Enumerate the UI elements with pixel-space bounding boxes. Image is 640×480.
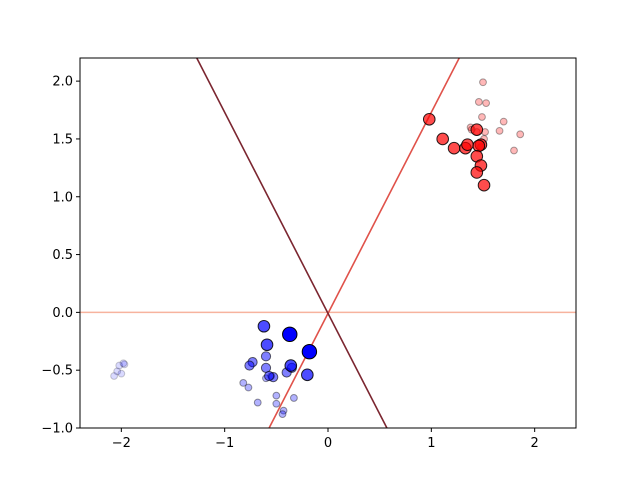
point-s2-4 [110,372,118,380]
point-s0-0 [479,78,487,87]
y-tick-label: 0.0 [52,306,73,321]
point-s0-4 [499,117,508,126]
x-tick-label: −2 [112,436,131,451]
point-s3-2 [253,398,262,407]
point-s0-12 [510,146,518,155]
point-s2-2 [113,367,122,376]
point-s2-3 [117,369,126,378]
point-s2-1 [120,360,129,369]
point-s6-1 [301,343,318,360]
point-s3-7 [290,394,298,402]
point-s0-2 [482,99,491,107]
point-s3-6 [278,410,287,419]
point-s1-2 [447,141,461,155]
point-s0-6 [495,126,504,135]
point-s1-10 [470,166,484,179]
point-s6-0 [282,326,298,343]
y-axis: −1.0 −0.5 0.0 0.5 1.0 1.5 2.0 [41,75,80,437]
point-s3-4 [272,399,281,408]
point-s0-3 [478,113,486,121]
point-s3-3 [272,391,281,400]
point-s0-1 [474,98,483,106]
point-s4-2 [260,351,272,362]
line-2 [196,58,388,428]
point-s4-5 [264,370,275,382]
plot-background [80,58,576,428]
x-tick-label: 0 [324,436,332,451]
point-s5-0 [257,319,271,333]
point-s5-3 [301,368,314,382]
point-s1-1 [436,132,450,146]
point-s0-7 [516,130,525,139]
x-tick-label: 2 [531,436,539,451]
points-layer [110,78,525,419]
point-s1-0 [422,112,436,126]
point-s2-5 [119,359,128,368]
y-tick-label: −0.5 [41,364,73,379]
point-s1-11 [477,178,491,192]
point-s5-1 [260,338,274,352]
x-tick-label: 1 [427,436,435,451]
y-tick-label: 1.5 [52,132,73,147]
point-s5-2 [284,359,298,372]
y-tick-label: 0.5 [52,248,73,263]
point-s3-5 [279,406,288,415]
point-s3-1 [244,383,253,392]
point-s3-0 [239,379,248,387]
y-tick-label: 1.0 [52,190,73,205]
y-tick-label: 2.0 [52,75,73,90]
point-s1-5 [470,123,484,136]
x-axis: −2 −1 0 1 2 [112,428,539,451]
x-tick-label: −1 [215,436,234,451]
y-tick-label: −1.0 [41,422,73,437]
point-s2-0 [115,361,124,370]
point-s4-1 [244,360,255,371]
point-s1-7 [472,139,486,153]
point-s1-4 [461,138,474,152]
